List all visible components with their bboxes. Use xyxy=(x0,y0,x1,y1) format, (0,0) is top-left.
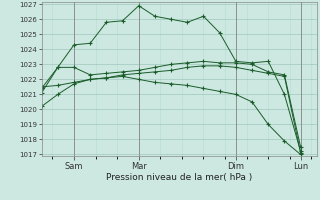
X-axis label: Pression niveau de la mer( hPa ): Pression niveau de la mer( hPa ) xyxy=(106,173,252,182)
